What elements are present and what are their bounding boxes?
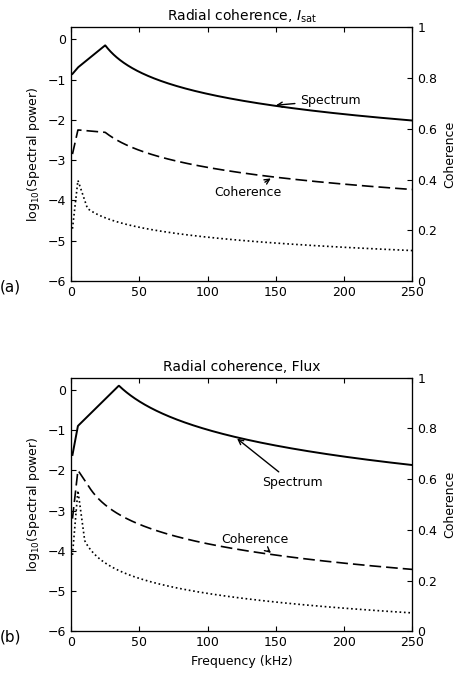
Text: (b): (b) xyxy=(0,629,21,644)
Title: Radial coherence, $I_{\mathrm{sat}}$: Radial coherence, $I_{\mathrm{sat}}$ xyxy=(167,7,317,24)
Text: Coherence: Coherence xyxy=(214,179,282,200)
Title: Radial coherence, Flux: Radial coherence, Flux xyxy=(163,360,320,373)
Y-axis label: Coherence: Coherence xyxy=(443,120,456,187)
Y-axis label: log$_{10}$(Spectral power): log$_{10}$(Spectral power) xyxy=(25,437,42,572)
Text: Spectrum: Spectrum xyxy=(277,94,361,107)
Text: (a): (a) xyxy=(0,279,20,294)
X-axis label: Frequency (kHz): Frequency (kHz) xyxy=(191,655,292,668)
Y-axis label: Coherence: Coherence xyxy=(443,471,456,538)
Y-axis label: log$_{10}$(Spectral power): log$_{10}$(Spectral power) xyxy=(25,86,42,222)
Text: Coherence: Coherence xyxy=(221,533,289,552)
Text: Spectrum: Spectrum xyxy=(238,439,323,490)
